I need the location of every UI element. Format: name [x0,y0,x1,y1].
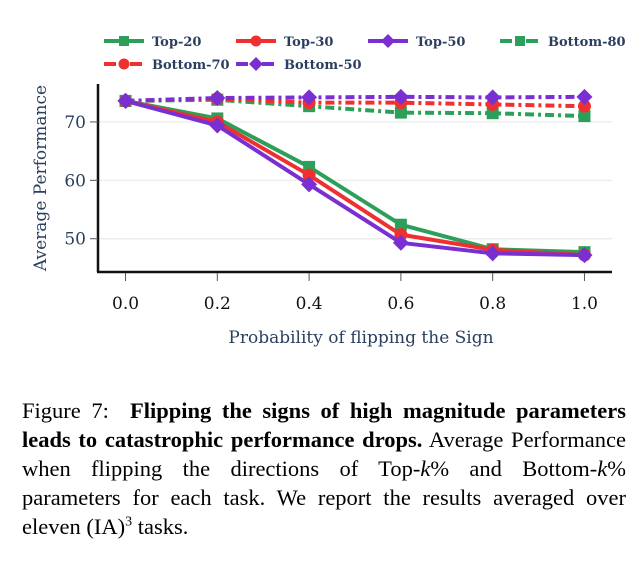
legend-item-top-50: Top-50 [368,34,465,50]
x-tick-label: 0.8 [479,294,506,314]
caption-text: parameters for each task. We [22,485,307,510]
legend-swatch-marker [250,35,262,47]
legend-swatch-marker [119,36,129,46]
series-bottom-70 [119,92,591,113]
data-point-top-50 [117,92,134,109]
legend-swatch-marker [381,34,395,48]
y-tick-label: 70 [64,113,86,133]
series-line-bottom-50 [125,94,585,103]
series-line-top-50 [125,98,585,258]
series-line-bottom-80 [125,97,585,119]
caption-k: k [420,456,431,481]
data-point-bottom-80 [394,106,407,119]
data-point-bottom-50 [392,88,409,105]
legend-label: Top-20 [152,35,201,50]
y-axis-title: Average Performance [31,85,51,272]
caption-text: and Bottom- [449,456,598,481]
legend-item-top-30: Top-30 [236,35,333,50]
series-layer [117,88,593,264]
legend-label: Top-50 [416,35,465,50]
caption-text: tasks. [132,514,189,539]
data-point-top-30 [394,228,408,242]
legend: Top-20 Top-30 Top-50 Bottom-80 Bottom-70 Bott… [104,34,626,73]
legend-item-bottom-50: Bottom-50 [236,57,362,73]
data-point-top-20 [394,218,407,231]
gridlines [98,121,612,240]
data-point-top-50 [209,117,226,134]
x-tick-label: 0.6 [387,294,414,314]
x-axis-title: Probability of flipping the Sign [228,328,493,348]
series-top-50 [117,92,593,264]
axes [96,84,612,274]
data-point-bottom-50 [484,89,501,106]
caption-text: Top- [378,456,421,481]
caption-label: Figure 7: [22,398,109,423]
data-point-top-50 [484,245,501,262]
caption-k: k [597,456,608,481]
legend-label: Top-30 [284,35,333,50]
legend-label: Bottom-50 [284,58,362,73]
legend-swatch-marker [249,57,263,71]
data-point-bottom-50 [209,90,226,107]
data-point-bottom-50 [301,89,318,106]
data-point-top-50 [392,234,409,251]
data-point-bottom-50 [576,88,593,105]
data-point-top-50 [576,247,593,264]
x-tick-label: 0.4 [296,294,323,314]
legend-item-top-20: Top-20 [104,35,201,50]
y-tick-label: 50 [64,230,86,250]
data-point-top-30 [302,168,316,182]
y-tick-label: 60 [64,171,86,191]
legend-label: Bottom-70 [152,58,230,73]
legend-swatch-marker [118,58,130,70]
data-point-bottom-70 [577,99,591,113]
caption-line5: report the results averaged over eleven … [22,485,626,539]
caption-pct: % [430,456,450,481]
x-tick-label: 0.2 [204,294,231,314]
x-tick-label: 1.0 [571,294,598,314]
data-point-bottom-80 [578,110,591,123]
caption-superscript: 3 [125,514,133,530]
caption-bold-title: Flipping the signs of high magnitude par… [22,398,626,452]
series-line-top-20 [125,98,585,255]
caption-line4: Top-k% and Bottom-k% parameters for each… [22,456,626,510]
x-tick-label: 0.0 [112,294,139,314]
caption-line3: Average Performance when flipping the di… [22,427,626,481]
series-line-top-30 [125,98,585,258]
legend-label: Bottom-80 [548,35,626,50]
line-chart: Top-20 Top-30 Top-50 Bottom-80 Bottom-70 Bott… [31,34,626,348]
caption-text: report the results averaged over eleven … [22,485,626,539]
legend-item-bottom-80: Bottom-80 [500,35,626,50]
series-line-bottom-70 [125,96,585,109]
figure-caption: Figure 7: Flipping the signs of high mag… [22,396,626,541]
caption-pct: % [607,456,626,481]
ticks: 50 60 70 0.0 0.2 0.4 0.6 0.8 1.0 [64,113,598,314]
data-point-top-50 [301,176,318,193]
legend-swatch-marker [515,36,525,46]
legend-item-bottom-70: Bottom-70 [104,58,230,73]
